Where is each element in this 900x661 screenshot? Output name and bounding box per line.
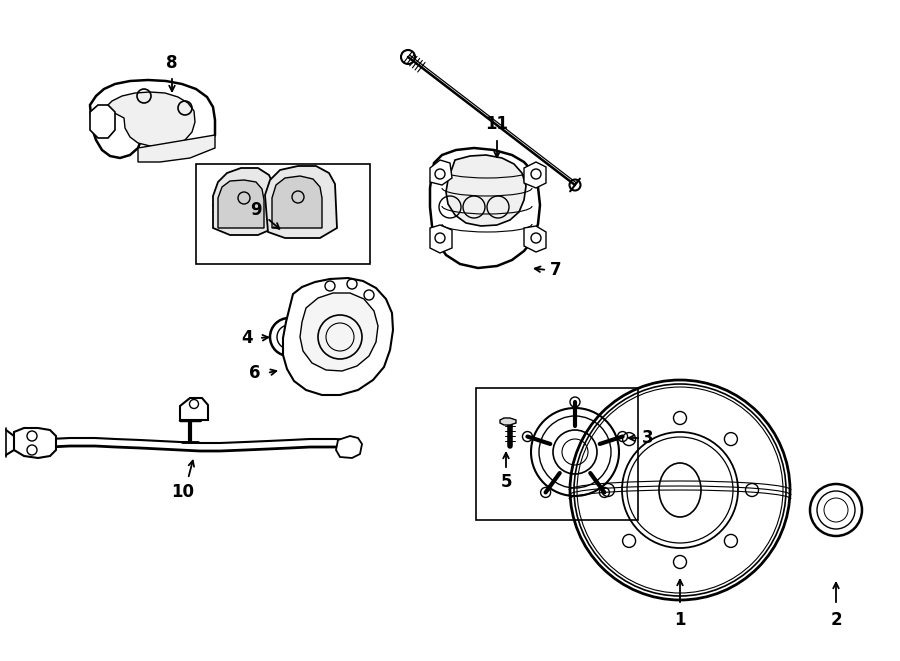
- Text: 7: 7: [550, 261, 562, 279]
- Polygon shape: [105, 92, 195, 147]
- Polygon shape: [300, 293, 378, 371]
- Bar: [476, 388, 638, 520]
- Text: 3: 3: [643, 429, 653, 447]
- Polygon shape: [265, 166, 337, 238]
- Text: 10: 10: [172, 483, 194, 501]
- Polygon shape: [336, 436, 362, 458]
- Text: 11: 11: [485, 115, 508, 133]
- Polygon shape: [218, 180, 264, 228]
- Polygon shape: [430, 160, 452, 185]
- Polygon shape: [446, 155, 526, 226]
- Polygon shape: [138, 135, 215, 162]
- Polygon shape: [180, 398, 208, 420]
- Text: 6: 6: [249, 364, 261, 382]
- Polygon shape: [14, 428, 56, 458]
- Polygon shape: [430, 225, 452, 253]
- Polygon shape: [213, 168, 274, 235]
- Text: 2: 2: [830, 611, 842, 629]
- Text: 5: 5: [500, 473, 512, 491]
- Polygon shape: [90, 80, 215, 158]
- Text: 1: 1: [674, 611, 686, 629]
- Polygon shape: [90, 105, 115, 138]
- Bar: [196, 164, 370, 264]
- Polygon shape: [500, 418, 516, 425]
- Polygon shape: [524, 162, 546, 188]
- Polygon shape: [272, 176, 322, 228]
- Polygon shape: [524, 226, 546, 252]
- Text: 4: 4: [241, 329, 253, 347]
- Text: 9: 9: [250, 201, 262, 219]
- Polygon shape: [430, 148, 540, 268]
- Text: 8: 8: [166, 54, 178, 72]
- Polygon shape: [283, 278, 393, 395]
